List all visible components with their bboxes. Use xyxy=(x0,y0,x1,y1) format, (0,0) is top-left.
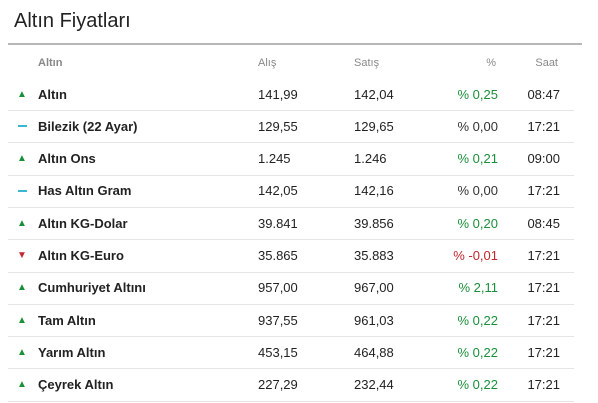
table-row[interactable]: ▲ Altın Ons 1.245 1.246 % 0,21 09:00 xyxy=(8,143,574,176)
table-row[interactable]: ▲ Çeyrek Altın 227,29 232,44 % 0,22 17:21 xyxy=(8,369,574,402)
row-satis: 1.246 xyxy=(354,151,387,167)
trend-indicator: ▼ xyxy=(14,240,30,272)
row-saat: 08:45 xyxy=(527,215,560,231)
row-pct: % 0,22 xyxy=(457,344,498,360)
header-pct: % xyxy=(486,57,496,69)
arrow-up-icon: ▲ xyxy=(17,282,27,294)
arrow-up-icon: ▲ xyxy=(17,217,27,229)
trend-indicator: ▲ xyxy=(14,336,30,368)
trend-indicator: ▲ xyxy=(14,207,30,239)
row-saat: 17:21 xyxy=(527,344,560,360)
row-satis: 129,65 xyxy=(354,118,394,134)
trend-indicator: ▲ xyxy=(14,143,30,175)
row-alis: 227,29 xyxy=(258,377,298,393)
row-satis: 232,44 xyxy=(354,377,394,393)
trend-indicator: ▲ xyxy=(14,304,30,336)
row-satis: 961,03 xyxy=(354,312,394,328)
row-saat: 17:21 xyxy=(527,312,560,328)
arrow-up-icon: ▲ xyxy=(17,379,27,391)
row-satis: 464,88 xyxy=(354,344,394,360)
trend-indicator: ▲ xyxy=(14,78,30,110)
row-pct: % 0,20 xyxy=(457,215,498,231)
row-name[interactable]: Altın KG-Euro xyxy=(38,248,124,263)
row-name[interactable]: Cumhuriyet Altını xyxy=(38,280,146,296)
widget-title: Altın Fiyatları xyxy=(14,10,131,32)
trend-indicator: ▲ xyxy=(14,369,30,401)
row-name[interactable]: Has Altın Gram xyxy=(38,183,132,199)
title-divider xyxy=(8,43,582,45)
dash-icon xyxy=(17,125,27,128)
trend-indicator: ▲ xyxy=(14,272,30,304)
row-satis: 142,16 xyxy=(354,183,394,199)
arrow-up-icon: ▲ xyxy=(17,346,27,358)
row-alis: 35.865 xyxy=(258,248,298,263)
table-row[interactable]: ▲ Yarım Altın 453,15 464,88 % 0,22 17:21 xyxy=(8,336,574,370)
row-name[interactable]: Altın KG-Dolar xyxy=(38,215,128,231)
arrow-down-icon: ▼ xyxy=(17,250,27,261)
row-saat: 17:21 xyxy=(527,118,560,134)
row-alis: 141,99 xyxy=(258,86,298,102)
row-pct: % 0,00 xyxy=(457,118,498,134)
row-name[interactable]: Çeyrek Altın xyxy=(38,377,114,393)
trend-indicator xyxy=(14,110,30,142)
row-pct: % 0,25 xyxy=(457,86,498,102)
row-name[interactable]: Bilezik (22 Ayar) xyxy=(38,118,138,134)
row-name[interactable]: Tam Altın xyxy=(38,312,96,328)
arrow-up-icon: ▲ xyxy=(17,314,27,326)
row-saat: 17:21 xyxy=(527,377,560,393)
table-row[interactable]: ▲ Cumhuriyet Altını 957,00 967,00 % 2,11 17:2… xyxy=(8,272,574,305)
row-name[interactable]: Yarım Altın xyxy=(38,344,106,360)
row-saat: 17:21 xyxy=(527,248,560,263)
row-satis: 967,00 xyxy=(354,280,394,296)
row-alis: 129,55 xyxy=(258,118,298,134)
row-satis: 39.856 xyxy=(354,215,394,231)
row-satis: 142,04 xyxy=(354,86,394,102)
table-row[interactable]: ▲ Tam Altın 937,55 961,03 % 0,22 17:21 xyxy=(8,304,574,338)
header-satis: Satış xyxy=(354,57,380,69)
arrow-up-icon: ▲ xyxy=(17,153,27,165)
row-pct: % 0,21 xyxy=(457,151,498,167)
row-alis: 937,55 xyxy=(258,312,298,328)
row-pct: % 2,11 xyxy=(458,280,498,296)
table-row[interactable]: Bilezik (22 Ayar) 129,55 129,65 % 0,00 17:21 xyxy=(8,110,574,144)
row-saat: 08:47 xyxy=(527,86,560,102)
row-alis: 39.841 xyxy=(258,215,298,231)
row-alis: 1.245 xyxy=(258,151,291,167)
row-name[interactable]: Altın xyxy=(38,86,67,102)
row-alis: 142,05 xyxy=(258,183,298,199)
row-alis: 957,00 xyxy=(258,280,298,296)
row-saat: 09:00 xyxy=(527,151,560,167)
row-pct: % 0,22 xyxy=(457,312,498,328)
table-row[interactable]: ▼ Altın KG-Euro 35.865 35.883 % -0,01 17:21 xyxy=(8,240,574,273)
row-pct: % 0,00 xyxy=(457,183,498,199)
header-saat: Saat xyxy=(535,57,558,69)
row-satis: 35.883 xyxy=(354,248,394,263)
trend-indicator xyxy=(14,175,30,207)
row-saat: 17:21 xyxy=(527,183,560,199)
row-name[interactable]: Altın Ons xyxy=(38,151,96,167)
header-name: Altın xyxy=(38,57,63,69)
row-saat: 17:21 xyxy=(527,280,560,296)
table-row[interactable]: Has Altın Gram 142,05 142,16 % 0,00 17:21 xyxy=(8,175,574,208)
arrow-up-icon: ▲ xyxy=(17,88,27,100)
row-pct: % 0,22 xyxy=(457,377,498,393)
table-row[interactable]: ▲ Altın KG-Dolar 39.841 39.856 % 0,20 08:45 xyxy=(8,207,574,241)
row-pct: % -0,01 xyxy=(453,248,498,263)
row-alis: 453,15 xyxy=(258,344,298,360)
dash-icon xyxy=(17,189,27,192)
table-header: Altın Alış Satış % Saat xyxy=(8,48,574,78)
header-alis: Alış xyxy=(258,57,277,69)
table-row[interactable]: ▲ Altın 141,99 142,04 % 0,25 08:47 xyxy=(8,78,574,111)
